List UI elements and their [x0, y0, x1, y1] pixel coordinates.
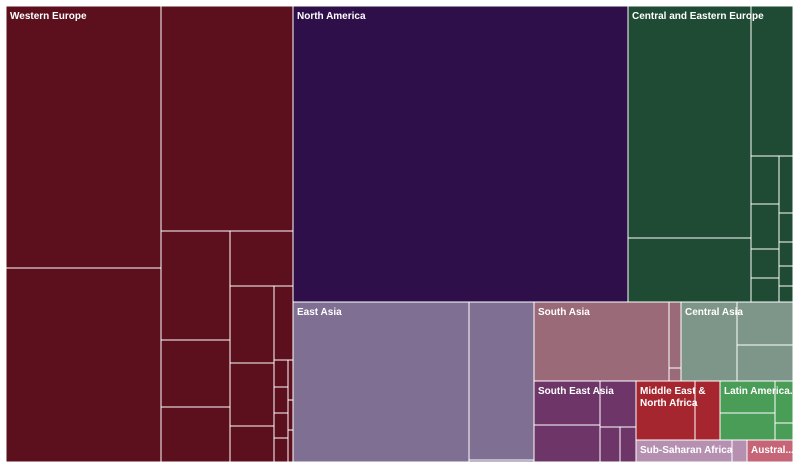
treemap-cell-central-and-eastern-europe-7[interactable]: [750, 277, 780, 303]
region-east-asia: East Asia: [292, 301, 535, 463]
treemap-cell-western-europe-16[interactable]: [287, 359, 294, 401]
region-label-sub-saharan-africa: Sub-Saharan Africa: [640, 445, 733, 456]
treemap-cell-latin-america-2[interactable]: [719, 412, 776, 441]
treemap-cell-central-asia-1[interactable]: [680, 301, 738, 382]
treemap-cell-western-europe-12[interactable]: [273, 359, 289, 388]
treemap-cell-western-europe-8[interactable]: [229, 285, 275, 364]
region-south-asia: South Asia: [533, 301, 682, 382]
region-latin-america: Latin America...: [719, 380, 798, 441]
treemap-cell-south-east-asia-4[interactable]: [599, 426, 621, 463]
treemap-cell-central-and-eastern-europe-12[interactable]: [778, 285, 794, 303]
region-central-and-eastern-europe: Central and Eastern Europe: [627, 5, 794, 303]
treemap-cell-east-asia-3[interactable]: [468, 459, 535, 463]
treemap-cell-north-america-1[interactable]: [292, 5, 629, 303]
treemap-cell-east-asia-1[interactable]: [292, 301, 470, 463]
region-sub-saharan-africa: Sub-Saharan Africa: [635, 439, 748, 463]
region-central-asia: Central Asia: [680, 301, 794, 382]
region-label-middle-east-north-africa: Middle East & North Africa: [640, 386, 706, 409]
region-label-north-america: North America: [297, 11, 366, 22]
region-label-south-asia: South Asia: [538, 307, 590, 318]
treemap-cell-western-europe-7[interactable]: [229, 230, 294, 287]
region-label-australia: Austral...: [751, 445, 794, 456]
treemap-cell-central-and-eastern-europe-8[interactable]: [778, 155, 794, 214]
treemap-cell-western-europe-5[interactable]: [160, 339, 231, 408]
region-label-western-europe: Western Europe: [10, 11, 87, 22]
treemap-cell-central-and-eastern-europe-6[interactable]: [750, 248, 780, 279]
region-label-latin-america: Latin America...: [724, 386, 798, 397]
treemap-cell-sub-saharan-africa-2[interactable]: [731, 439, 748, 463]
treemap-cell-western-europe-14[interactable]: [273, 412, 289, 439]
treemap-cell-central-and-eastern-europe-2[interactable]: [627, 237, 752, 303]
treemap-cell-central-and-eastern-europe-5[interactable]: [750, 203, 780, 250]
treemap-cell-central-asia-2[interactable]: [736, 301, 794, 346]
region-label-central-asia: Central Asia: [685, 307, 743, 318]
treemap-cell-central-and-eastern-europe-10[interactable]: [778, 241, 794, 267]
treemap-cell-western-europe-18[interactable]: [287, 429, 294, 463]
region-middle-east-north-africa: Middle East & North Africa: [635, 380, 721, 441]
region-south-east-asia: South East Asia: [533, 380, 637, 463]
treemap-cell-south-east-asia-2[interactable]: [533, 424, 601, 463]
treemap-cell-middle-east-north-africa-2[interactable]: [694, 380, 721, 441]
region-australia: Austral...: [746, 439, 794, 463]
treemap-cell-central-and-eastern-europe-3[interactable]: [750, 5, 794, 157]
treemap-cell-western-europe-17[interactable]: [287, 399, 294, 431]
region-label-east-asia: East Asia: [297, 307, 342, 318]
treemap-cell-central-and-eastern-europe-4[interactable]: [750, 155, 780, 205]
treemap-cell-western-europe-6[interactable]: [160, 406, 231, 463]
treemap-cell-western-europe-15[interactable]: [273, 437, 289, 463]
treemap-cell-south-asia-2[interactable]: [668, 301, 682, 369]
treemap-cell-south-east-asia-5[interactable]: [619, 426, 637, 463]
region-western-europe: Western Europe: [5, 5, 294, 463]
treemap-cell-central-and-eastern-europe-1[interactable]: [627, 5, 752, 239]
treemap-cell-central-asia-3[interactable]: [736, 344, 794, 382]
treemap-cell-western-europe-4[interactable]: [160, 230, 231, 341]
region-label-south-east-asia: South East Asia: [538, 386, 614, 397]
treemap-cell-western-europe-10[interactable]: [229, 425, 275, 463]
treemap-cell-australia-1[interactable]: [746, 439, 794, 463]
treemap-cell-western-europe-3[interactable]: [160, 5, 294, 232]
treemap-cell-east-asia-2[interactable]: [468, 301, 535, 461]
treemap-cell-latin-america-4[interactable]: [774, 422, 794, 441]
treemap-cell-south-asia-3[interactable]: [668, 367, 682, 382]
treemap-cell-central-and-eastern-europe-9[interactable]: [778, 212, 794, 243]
region-north-america: North America: [292, 5, 629, 303]
treemap-cell-western-europe-9[interactable]: [229, 362, 275, 427]
treemap-cell-western-europe-13[interactable]: [273, 386, 289, 414]
treemap-cell-south-east-asia-1[interactable]: [533, 380, 601, 426]
region-label-central-and-eastern-europe: Central and Eastern Europe: [632, 11, 764, 22]
treemap-cell-western-europe-11[interactable]: [273, 285, 294, 361]
treemap-cell-central-and-eastern-europe-11[interactable]: [778, 265, 794, 287]
treemap-cell-western-europe-2[interactable]: [5, 267, 162, 463]
treemap-cell-south-asia-1[interactable]: [533, 301, 670, 382]
treemap-cell-western-europe-1[interactable]: [5, 5, 162, 269]
